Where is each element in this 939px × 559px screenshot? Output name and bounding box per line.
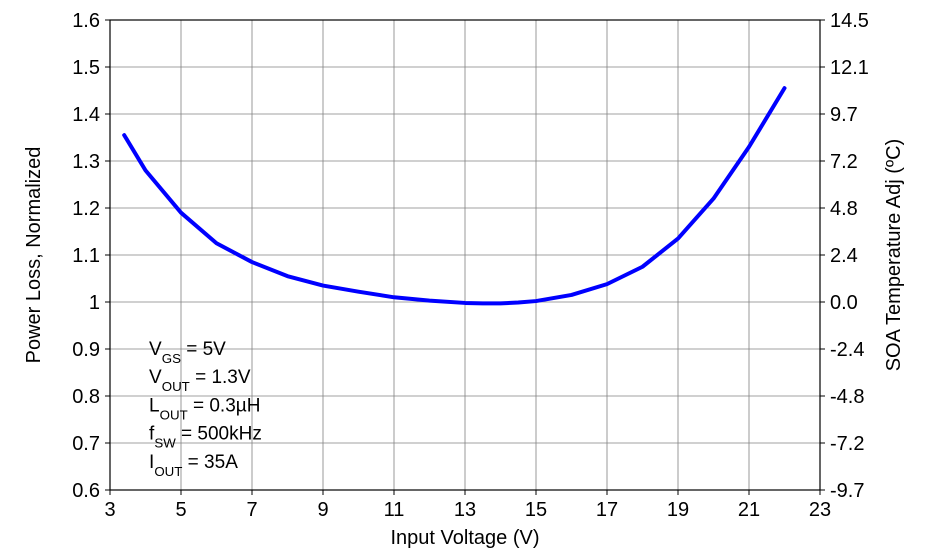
y-left-tick-label: 0.8 [72, 386, 100, 408]
y-right-tick-label: -4.8 [830, 386, 864, 408]
x-tick-label: 7 [246, 499, 257, 521]
y-right-tick-label: -2.4 [830, 339, 864, 361]
x-tick-label: 11 [384, 499, 405, 521]
y-left-tick-label: 1.5 [72, 57, 100, 79]
y-left-tick-label: 0.6 [72, 480, 100, 502]
x-tick-label: 5 [175, 499, 186, 521]
x-tick-label: 13 [454, 499, 476, 521]
y-right-tick-label: 4.8 [830, 198, 858, 220]
y-left-tick-label: 1.6 [72, 10, 100, 32]
y-left-tick-label: 1.1 [72, 245, 100, 267]
y-right-tick-label: -7.2 [830, 433, 864, 455]
y-right-tick-label: 2.4 [830, 245, 858, 267]
x-tick-label: 9 [317, 499, 328, 521]
y-right-tick-label: 14.5 [830, 10, 869, 32]
y-right-tick-label: -9.7 [830, 480, 864, 502]
x-tick-label: 19 [667, 499, 689, 521]
y-right-axis-label: SOA Temperature Adj (ºC) [883, 139, 905, 372]
y-left-tick-label: 1.2 [72, 198, 100, 220]
y-left-axis-label: Power Loss, Normalized [23, 147, 45, 364]
y-left-tick-label: 1 [89, 292, 100, 314]
y-left-tick-label: 0.7 [72, 433, 100, 455]
y-right-tick-label: 12.1 [830, 57, 869, 79]
y-left-tick-label: 1.4 [72, 104, 100, 126]
line-chart: 3 5 7 9 11 13 15 17 19 21 23 0.6 0.7 0.8 0.9 1 1.1 1.2 1.3… [0, 0, 939, 559]
y-left-tick-label: 1.3 [72, 151, 100, 173]
x-tick-label: 15 [525, 499, 547, 521]
y-right-tick-label: 9.7 [830, 104, 858, 126]
chart-container: 3 5 7 9 11 13 15 17 19 21 23 0.6 0.7 0.8 0.9 1 1.1 1.2 1.3… [0, 0, 939, 559]
x-tick-label: 21 [738, 499, 760, 521]
x-tick-label: 17 [596, 499, 618, 521]
y-left-tick-label: 0.9 [72, 339, 100, 361]
x-tick-label: 23 [809, 499, 831, 521]
y-right-tick-label: 7.2 [830, 151, 858, 173]
x-axis-label: Input Voltage (V) [391, 527, 540, 549]
x-tick-label: 3 [104, 499, 115, 521]
y-right-tick-label: 0.0 [830, 292, 858, 314]
